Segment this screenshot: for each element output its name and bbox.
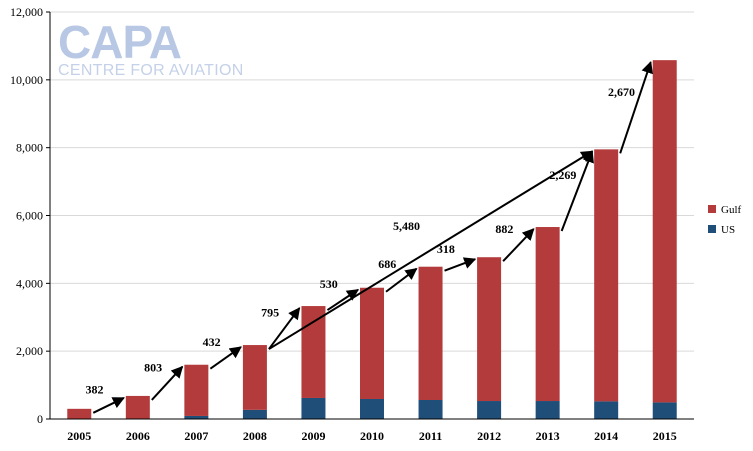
growth-label: 5,480 xyxy=(393,219,420,233)
bar-gulf-2008 xyxy=(242,345,267,410)
x-tick-label: 2009 xyxy=(301,429,325,443)
bar-us-2015 xyxy=(652,402,677,419)
legend-swatch-us xyxy=(708,225,716,233)
bar-gulf-2012 xyxy=(477,257,502,402)
bar-us-2011 xyxy=(418,400,443,419)
growth-arrow xyxy=(326,288,359,311)
bar-gulf-2013 xyxy=(535,227,560,402)
x-tick-label: 2007 xyxy=(184,429,208,443)
growth-arrow xyxy=(502,228,535,262)
growth-label: 530 xyxy=(320,277,338,291)
bar-us-2007 xyxy=(184,415,209,419)
x-tick-label: 2011 xyxy=(419,429,442,443)
y-tick-label: 6,000 xyxy=(16,209,43,223)
bar-gulf-2011 xyxy=(418,266,443,401)
legend-swatch-gulf xyxy=(708,205,716,213)
growth-label: 318 xyxy=(437,242,455,256)
bar-gulf-2015 xyxy=(652,60,677,403)
growth-label: 432 xyxy=(203,335,221,349)
growth-label: 2,269 xyxy=(549,168,576,182)
growth-arrow xyxy=(619,61,653,154)
x-tick-label: 2015 xyxy=(653,429,677,443)
logo-tagline: CENTRE FOR AVIATION xyxy=(58,62,244,79)
growth-arrow xyxy=(560,150,594,232)
bars xyxy=(67,60,677,419)
bar-us-2013 xyxy=(535,401,560,419)
bar-us-2010 xyxy=(360,398,384,419)
bar-gulf-2010 xyxy=(360,287,384,399)
growth-arrow xyxy=(385,267,418,293)
bar-us-2009 xyxy=(301,397,326,419)
growth-annotations: 382 803 432 795 530 686 318 882 2,269 2,670 5,480 xyxy=(86,61,653,414)
growth-label: 803 xyxy=(144,360,162,374)
x-tick-label: 2006 xyxy=(126,429,150,443)
y-tick-label: 8,000 xyxy=(16,141,43,155)
legend-label-us: US xyxy=(721,224,735,236)
x-tick-label: 2014 xyxy=(594,429,618,443)
growth-arrow xyxy=(92,397,125,414)
x-tick-label: 2005 xyxy=(67,429,91,443)
bar-us-2014 xyxy=(594,401,619,419)
growth-arrow xyxy=(268,150,594,350)
growth-label: 795 xyxy=(261,306,279,320)
bar-us-2008 xyxy=(242,409,267,419)
x-tick-label: 2013 xyxy=(536,429,560,443)
bar-gulf-2006 xyxy=(125,395,150,419)
y-tick-label: 4,000 xyxy=(16,276,43,290)
bar-gulf-2009 xyxy=(301,306,326,398)
bar-gulf-2005 xyxy=(67,408,92,419)
growth-arrow xyxy=(151,365,184,401)
bar-gulf-2007 xyxy=(184,364,209,416)
growth-label: 882 xyxy=(495,222,513,236)
y-tick-label: 0 xyxy=(37,412,43,426)
bar-us-2012 xyxy=(477,401,502,419)
y-tick-label: 2,000 xyxy=(16,344,43,358)
growth-label: 382 xyxy=(86,382,104,396)
x-tick-label: 2008 xyxy=(243,429,267,443)
y-tick-labels: 0 2,000 4,000 6,000 8,000 10,000 12,000 xyxy=(10,5,50,426)
x-tick-label: 2010 xyxy=(360,429,384,443)
legend: Gulf US xyxy=(708,204,742,236)
y-tick-label: 12,000 xyxy=(10,5,43,19)
capa-logo: CAPA CENTRE FOR AVIATION xyxy=(58,16,244,79)
growth-arrow xyxy=(209,346,242,370)
growth-arrow xyxy=(444,257,477,272)
x-tick-label: 2012 xyxy=(477,429,501,443)
growth-label: 2,670 xyxy=(608,85,635,99)
bar-gulf-2014 xyxy=(594,149,619,402)
legend-label-gulf: Gulf xyxy=(721,204,742,216)
growth-label: 686 xyxy=(378,257,396,271)
y-tick-label: 10,000 xyxy=(10,73,43,87)
gridlines xyxy=(50,11,694,420)
growth-arrow xyxy=(268,307,301,350)
x-tick-labels: 2005 2006 2007 2008 2009 2010 2011 2012 2013 2014… xyxy=(67,429,676,443)
logo-name: CAPA xyxy=(58,16,181,68)
